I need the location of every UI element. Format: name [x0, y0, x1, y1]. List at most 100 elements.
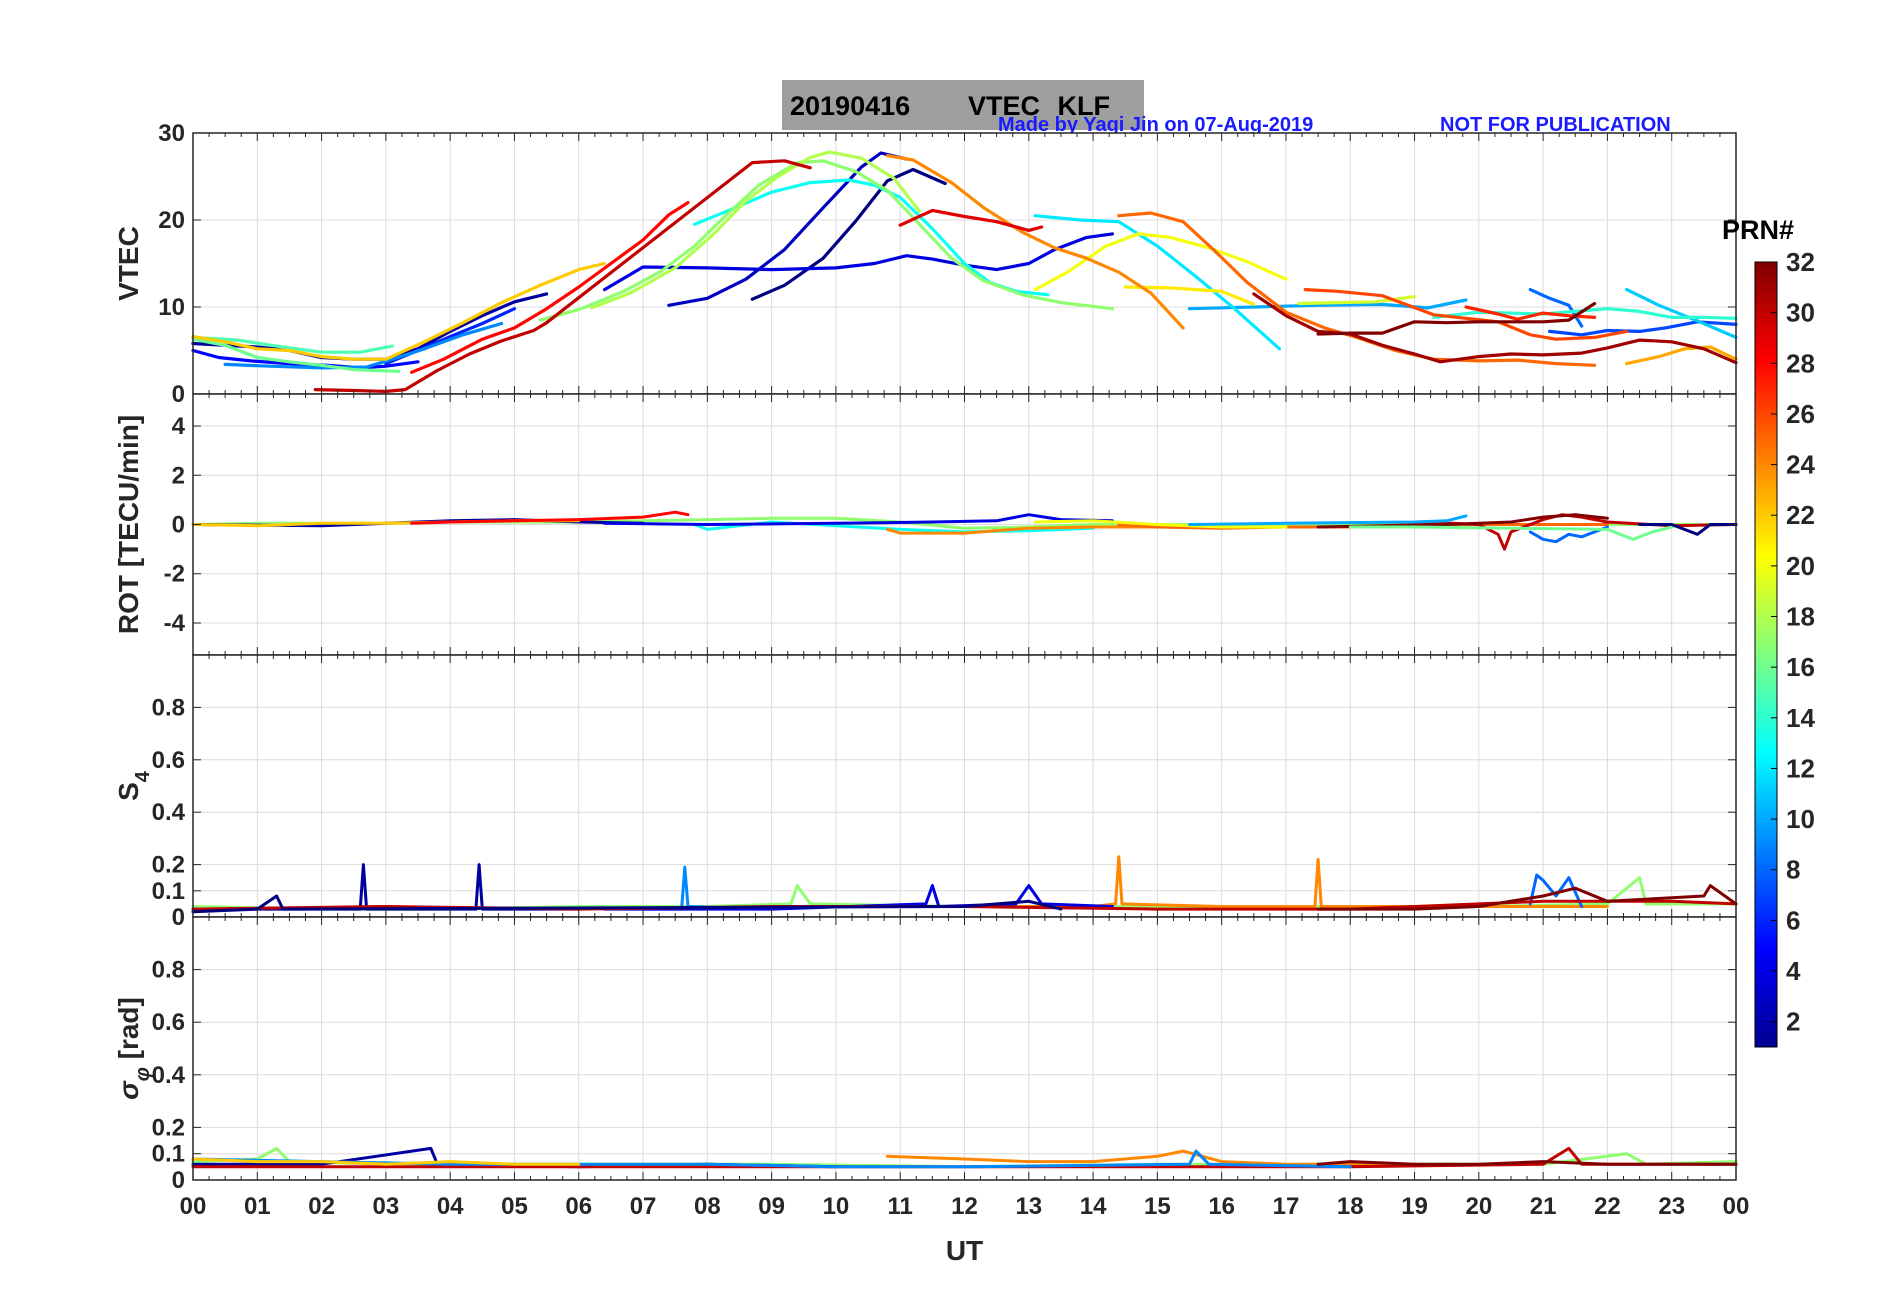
- colorbar-gradient: [1754, 261, 1778, 1048]
- x-axis: 00 01 02 03 04 05 06 07 08 09 10 11 12 13 14 15 16 17 18 19…: [180, 1193, 1750, 1266]
- colorbar-tick-label: 2: [1786, 1007, 1800, 1037]
- colorbar-tick-label: 6: [1786, 905, 1800, 935]
- colorbar-tick-label: 16: [1786, 652, 1815, 682]
- title-text: VTEC KLF: [968, 91, 1110, 121]
- series-line-prn-16: [1348, 525, 1674, 541]
- x-tick-label: 21: [1530, 1193, 1557, 1220]
- series-line-prn-17: [538, 159, 1115, 322]
- y-tick-label: 0.8: [152, 957, 185, 984]
- series-line-prn-8: [1528, 525, 1609, 544]
- series-line-prn-13: [693, 520, 1095, 534]
- y-axis-label: σφ [rad]: [113, 997, 154, 1100]
- x-tick-label: 16: [1208, 1193, 1235, 1220]
- x-axis-label: UT: [946, 1235, 983, 1266]
- panel-rot: -4 -2 0 2 4 ROT [TECU/min]: [113, 393, 1738, 656]
- x-tick-label: 11: [888, 1193, 913, 1220]
- colorbar-tick-label: 14: [1786, 703, 1815, 733]
- colorbar-tick-label: 8: [1786, 855, 1800, 885]
- x-tick-label: 01: [244, 1193, 271, 1220]
- series-line-prn-22: [191, 1157, 581, 1166]
- series-line-prn-10: [1188, 514, 1468, 526]
- x-tick-label: 02: [308, 1193, 335, 1220]
- colorbar-tick-label: 20: [1786, 551, 1815, 581]
- colorbar-tick-label: 24: [1786, 450, 1815, 480]
- y-tick-label: 10: [158, 294, 185, 321]
- y-tick-label: -4: [164, 610, 186, 637]
- y-tick-label: 0.8: [152, 694, 185, 721]
- series-line-prn-10: [1187, 298, 1468, 311]
- y-tick-label: 0.2: [152, 852, 185, 879]
- series-line-prn-1: [1638, 523, 1738, 536]
- x-tick-label: 12: [951, 1193, 978, 1220]
- notice-text: NOT FOR PUBLICATION: [1440, 114, 1671, 136]
- y-axis-label: ROT [TECU/min]: [113, 415, 144, 634]
- title-box: [782, 80, 1144, 130]
- colorbar-tick-label: 32: [1786, 247, 1815, 277]
- series-line-prn-24: [885, 154, 1185, 330]
- series-group: [191, 855, 1738, 914]
- series-line-prn-3: [667, 151, 909, 307]
- panel-sigma_phi: 00.10.2 0.4 0.6 0.8 σφ [rad]: [113, 916, 1738, 1194]
- x-tick-label: 22: [1594, 1193, 1621, 1220]
- series-line-prn-32: [1316, 1160, 1738, 1166]
- x-tick-label: 23: [1658, 1193, 1685, 1220]
- series-line-prn-16: [191, 337, 401, 373]
- series-line-prn-30: [191, 1146, 1738, 1169]
- y-tick-label: -2: [164, 561, 185, 588]
- series-line-prn-11: [1625, 288, 1738, 339]
- y-tick-label: 0.1: [152, 1141, 185, 1168]
- y-tick-label: 0.6: [152, 747, 185, 774]
- y-tick-label: 0: [172, 1167, 185, 1194]
- title-date: 20190416: [790, 91, 910, 121]
- series-line-prn-15: [191, 335, 394, 354]
- series-line-prn-4: [602, 232, 1115, 292]
- x-tick-label: 07: [630, 1193, 657, 1220]
- series-line-prn-4: [603, 513, 1114, 526]
- panel-vtec: 0 10 20 30 VTEC: [113, 120, 1738, 408]
- series-line-prn-23: [1625, 345, 1738, 366]
- series-line-prn-9: [223, 321, 504, 370]
- y-tick-label: 30: [158, 120, 185, 147]
- series-line-prn-24: [885, 1149, 1416, 1166]
- x-tick-label: 00: [1723, 1193, 1750, 1220]
- x-tick-label: 08: [694, 1193, 721, 1220]
- x-tick-label: 14: [1080, 1193, 1107, 1220]
- x-tick-label: 19: [1401, 1193, 1428, 1220]
- colorbar-tick-label: 26: [1786, 399, 1815, 429]
- x-tick-label: 20: [1465, 1193, 1492, 1220]
- colorbar-tick-label: 12: [1786, 753, 1815, 783]
- series-line-prn-20: [1033, 519, 1288, 529]
- series-line-prn-32: [1316, 884, 1738, 911]
- colorbar-tick-label: 10: [1786, 804, 1815, 834]
- x-tick-label: 03: [373, 1193, 400, 1220]
- credit-text: Made by Yaqi Jin on 07-Aug-2019: [998, 114, 1313, 136]
- series-line-prn-1: [750, 167, 947, 301]
- x-tick-label: 13: [1015, 1193, 1042, 1220]
- colorbar-tick-label: 30: [1786, 298, 1815, 328]
- x-tick-label: 04: [437, 1193, 464, 1220]
- colorbar-label: PRN#: [1722, 215, 1794, 245]
- y-tick-label: 0.6: [152, 1009, 185, 1036]
- x-tick-label: 06: [565, 1193, 592, 1220]
- series-line-prn-8: [1528, 873, 1584, 908]
- colorbar-tick-label: 4: [1786, 956, 1801, 986]
- y-tick-label: 0.2: [152, 1114, 185, 1141]
- series-group: [191, 510, 1738, 551]
- series-line-prn-32: [1316, 301, 1597, 336]
- series-group: [191, 1146, 1738, 1169]
- series-line-prn-29: [898, 208, 1044, 232]
- panel-s4: 00.10.2 0.4 0.6 0.8 S4: [113, 654, 1738, 931]
- series-line-prn-26: [1303, 288, 1629, 341]
- colorbar-tick-label: 28: [1786, 348, 1815, 378]
- y-tick-label: 0.1: [152, 878, 185, 905]
- y-tick-label: 0: [172, 512, 185, 539]
- colorbar-tick-label: 22: [1786, 500, 1815, 530]
- y-tick-label: 4: [172, 413, 186, 440]
- x-tick-label: 09: [758, 1193, 785, 1220]
- y-tick-label: 0.4: [152, 1062, 186, 1089]
- y-tick-label: 20: [158, 207, 185, 234]
